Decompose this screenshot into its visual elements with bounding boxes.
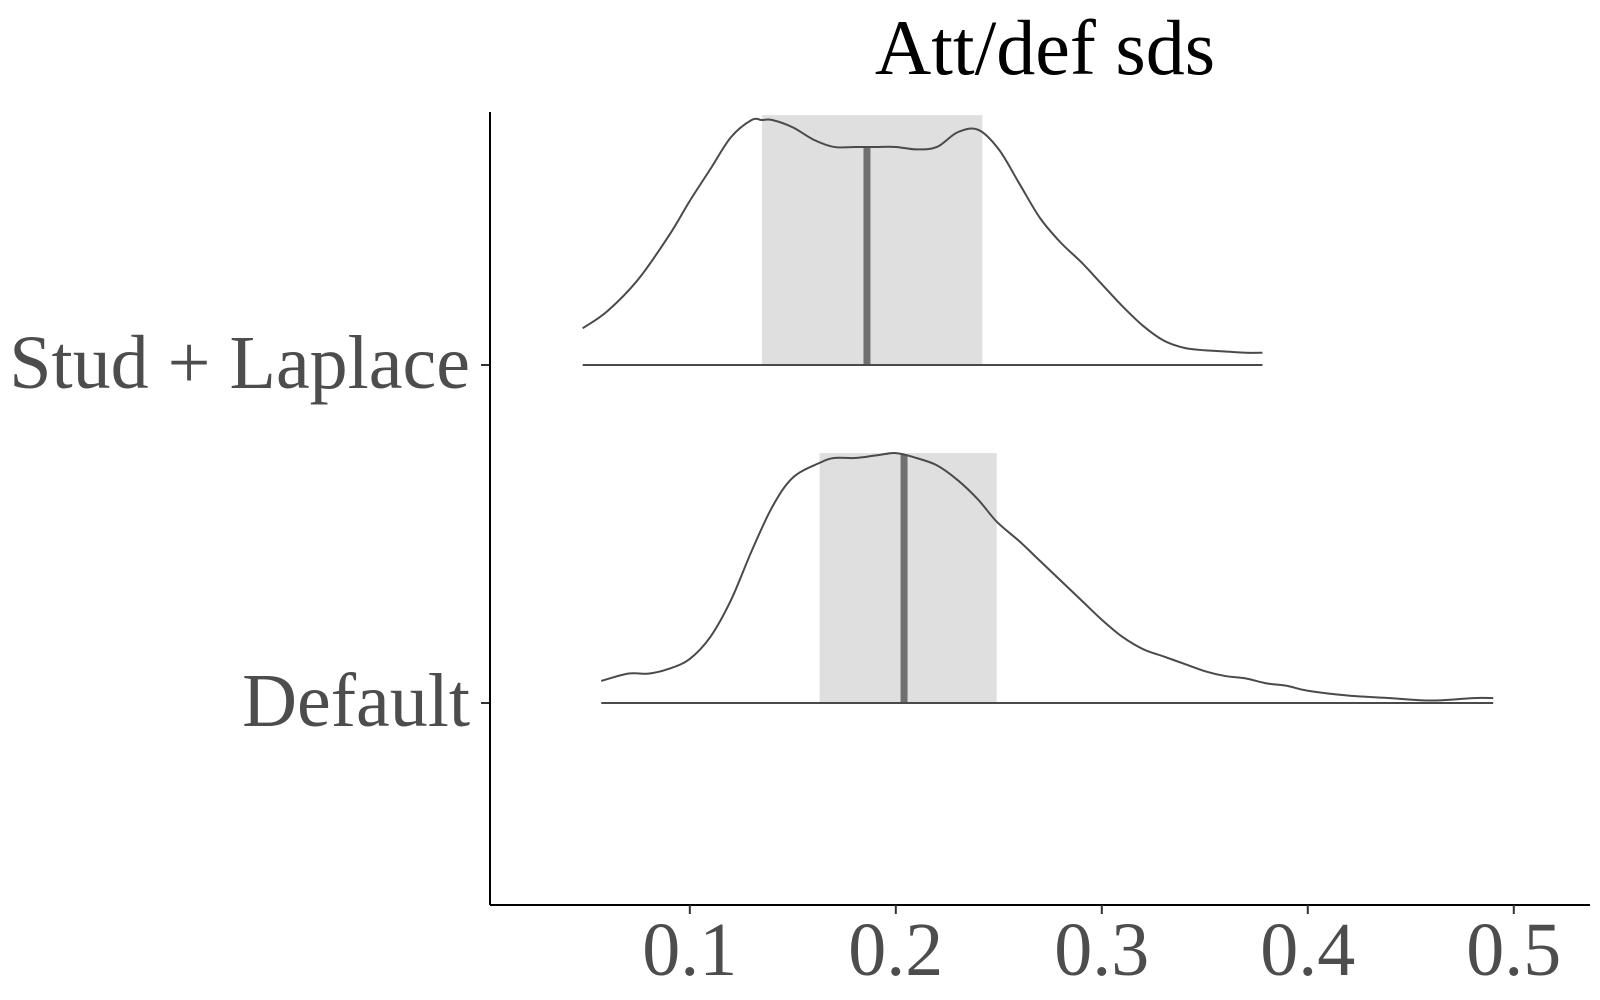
plot-area bbox=[582, 115, 1494, 704]
credible-interval-band bbox=[761, 115, 983, 365]
y-tick-label: Stud + Laplace bbox=[9, 321, 470, 405]
credible-interval-band bbox=[819, 453, 997, 703]
x-tick-label: 0.5 bbox=[1466, 908, 1561, 992]
density-series-0 bbox=[582, 115, 1263, 366]
density-curve bbox=[582, 117, 1263, 354]
x-tick-label: 0.2 bbox=[848, 908, 943, 992]
x-tick-label: 0.1 bbox=[642, 908, 737, 992]
chart-title: Att/def sds bbox=[875, 4, 1215, 91]
density-curve bbox=[600, 452, 1494, 702]
x-tick-label: 0.3 bbox=[1054, 908, 1149, 992]
axes: Stud + Laplace Default 0.1 0.2 0.3 0.4 0.5 bbox=[9, 112, 1590, 992]
density-series-1 bbox=[600, 452, 1494, 704]
y-tick-label: Default bbox=[242, 659, 470, 743]
x-tick-label: 0.4 bbox=[1260, 908, 1355, 992]
